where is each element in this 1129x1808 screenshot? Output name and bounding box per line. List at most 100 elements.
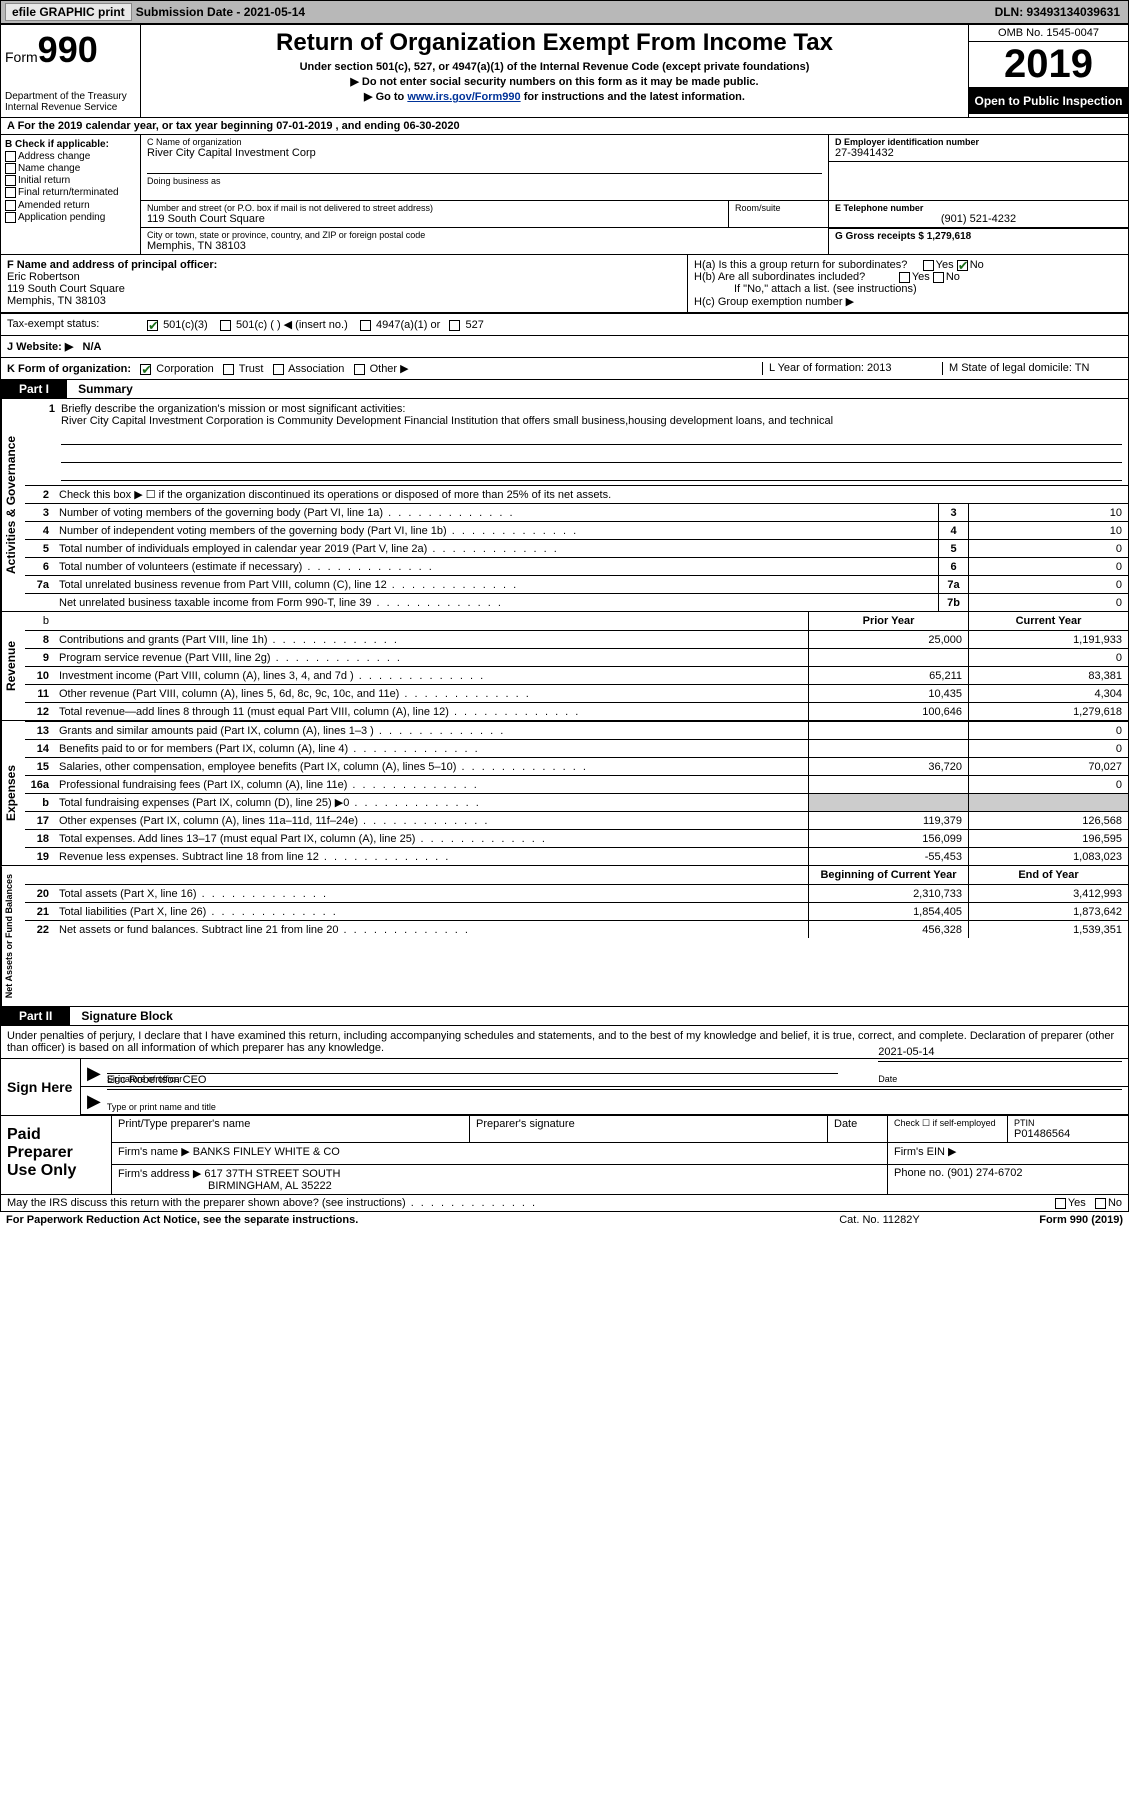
mission-text: River City Capital Investment Corporatio… bbox=[61, 415, 1122, 427]
summary-row: 12Total revenue—add lines 8 through 11 (… bbox=[25, 702, 1128, 720]
chk-trust[interactable] bbox=[223, 364, 234, 375]
part1-title: Summary bbox=[70, 382, 133, 396]
row-k: K Form of organization: Corporation Trus… bbox=[1, 358, 1128, 380]
discuss-text: May the IRS discuss this return with the… bbox=[7, 1197, 1055, 1209]
summary-row: 17Other expenses (Part IX, column (A), l… bbox=[25, 811, 1128, 829]
form-number: 990 bbox=[38, 29, 98, 70]
note-link: ▶ Go to www.irs.gov/Form990 for instruct… bbox=[149, 90, 960, 103]
prep-name-label: Print/Type preparer's name bbox=[112, 1116, 470, 1142]
mission-block: 1 Briefly describe the organization's mi… bbox=[25, 399, 1128, 485]
chk-amended[interactable]: Amended return bbox=[5, 200, 136, 211]
summary-row: 11Other revenue (Part VIII, column (A), … bbox=[25, 684, 1128, 702]
header-right: OMB No. 1545-0047 2019 Open to Public In… bbox=[968, 25, 1128, 117]
prior-year-hdr: Prior Year bbox=[808, 612, 968, 630]
summary-row: 8Contributions and grants (Part VIII, li… bbox=[25, 630, 1128, 648]
net-header: Beginning of Current Year End of Year bbox=[25, 866, 1128, 884]
form-org: K Form of organization: Corporation Trus… bbox=[7, 362, 762, 375]
summary-row: 13Grants and similar amounts paid (Part … bbox=[25, 721, 1128, 739]
form-subtitle: Under section 501(c), 527, or 4947(a)(1)… bbox=[149, 61, 960, 73]
tax-exempt-row: Tax-exempt status: 501(c)(3) 501(c) ( ) … bbox=[1, 313, 1128, 336]
summary-row: Net unrelated business taxable income fr… bbox=[25, 593, 1128, 611]
summary-row: 3Number of voting members of the governi… bbox=[25, 503, 1128, 521]
net-assets-section: Net Assets or Fund Balances Beginning of… bbox=[1, 865, 1128, 1006]
summary-row: bTotal fundraising expenses (Part IX, co… bbox=[25, 793, 1128, 811]
side-activities: Activities & Governance bbox=[1, 399, 25, 611]
hb-line: H(b) Are all subordinates included? Yes … bbox=[694, 271, 1122, 283]
summary-row: 4Number of independent voting members of… bbox=[25, 521, 1128, 539]
form-title: Return of Organization Exempt From Incom… bbox=[149, 29, 960, 57]
summary-row: 14Benefits paid to or for members (Part … bbox=[25, 739, 1128, 757]
officer-addr2: Memphis, TN 38103 bbox=[7, 295, 681, 307]
begin-year-hdr: Beginning of Current Year bbox=[808, 866, 968, 884]
part2-badge: Part II bbox=[1, 1007, 70, 1025]
form-990: Form990 Department of the Treasury Inter… bbox=[0, 24, 1129, 1212]
part2-header: Part II Signature Block bbox=[1, 1006, 1128, 1026]
line1-num: 1 bbox=[31, 403, 61, 481]
end-year-hdr: End of Year bbox=[968, 866, 1128, 884]
sections-b-to-g: B Check if applicable: Address change Na… bbox=[1, 135, 1128, 255]
gross-receipts: G Gross receipts $ 1,279,618 bbox=[829, 229, 1128, 244]
dln-label: DLN: 93493134039631 bbox=[995, 5, 1120, 19]
chk-address-change[interactable]: Address change bbox=[5, 151, 136, 162]
arrow-icon: ▶ bbox=[87, 1063, 101, 1084]
officer-name: Eric Robertson bbox=[7, 271, 681, 283]
city-label: City or town, state or province, country… bbox=[147, 230, 822, 240]
year-formation: L Year of formation: 2013 bbox=[762, 362, 942, 375]
paid-preparer-label: Paid Preparer Use Only bbox=[1, 1116, 111, 1194]
sign-here-label: Sign Here bbox=[1, 1059, 81, 1115]
note2-post: for instructions and the latest informat… bbox=[521, 91, 745, 103]
chk-527[interactable] bbox=[449, 320, 460, 331]
section-h: H(a) Is this a group return for subordin… bbox=[688, 255, 1128, 312]
chk-name-change[interactable]: Name change bbox=[5, 163, 136, 174]
mission-label: Briefly describe the organization's miss… bbox=[61, 403, 1122, 415]
chk-final-return[interactable]: Final return/terminated bbox=[5, 187, 136, 198]
summary-row: 21Total liabilities (Part X, line 26)1,8… bbox=[25, 902, 1128, 920]
note-ssn: ▶ Do not enter social security numbers o… bbox=[149, 75, 960, 88]
chk-4947[interactable] bbox=[360, 320, 371, 331]
chk-other[interactable] bbox=[354, 364, 365, 375]
chk-501c[interactable] bbox=[220, 320, 231, 331]
current-year-hdr: Current Year bbox=[968, 612, 1128, 630]
officer-addr1: 119 South Court Square bbox=[7, 283, 681, 295]
chk-501c3[interactable] bbox=[147, 320, 158, 331]
top-bar: efile GRAPHIC print Submission Date - 20… bbox=[0, 0, 1129, 24]
summary-row: 22Net assets or fund balances. Subtract … bbox=[25, 920, 1128, 938]
officer-label: F Name and address of principal officer: bbox=[7, 259, 681, 271]
arrow-icon: ▶ bbox=[87, 1091, 101, 1112]
irs-link[interactable]: www.irs.gov/Form990 bbox=[407, 91, 520, 103]
summary-row: 15Salaries, other compensation, employee… bbox=[25, 757, 1128, 775]
sign-here-block: Sign Here ▶ Signature of officer 2021-05… bbox=[1, 1058, 1128, 1115]
paid-preparer-block: Paid Preparer Use Only Print/Type prepar… bbox=[1, 1115, 1128, 1194]
summary-row: 10Investment income (Part VIII, column (… bbox=[25, 666, 1128, 684]
row-city: City or town, state or province, country… bbox=[141, 228, 1128, 254]
summary-row: 5Total number of individuals employed in… bbox=[25, 539, 1128, 557]
website-value: N/A bbox=[83, 341, 102, 353]
public-inspection: Open to Public Inspection bbox=[969, 88, 1128, 114]
header-mid: Return of Organization Exempt From Incom… bbox=[141, 25, 968, 117]
tax-year: 2019 bbox=[969, 42, 1128, 88]
city-value: Memphis, TN 38103 bbox=[147, 240, 822, 252]
chk-corporation[interactable] bbox=[140, 364, 151, 375]
firm-addr-row: Firm's address ▶ 617 37TH STREET SOUTH B… bbox=[112, 1165, 1128, 1194]
prep-sig-label: Preparer's signature bbox=[470, 1116, 828, 1142]
prep-date-label: Date bbox=[828, 1116, 888, 1142]
side-net: Net Assets or Fund Balances bbox=[1, 866, 25, 1006]
website-row: J Website: ▶ N/A bbox=[1, 336, 1128, 358]
chk-association[interactable] bbox=[273, 364, 284, 375]
chk-initial-return[interactable]: Initial return bbox=[5, 175, 136, 186]
self-employed: Check ☐ if self-employed bbox=[888, 1116, 1008, 1142]
firm-name: Firm's name ▶ BANKS FINLEY WHITE & CO bbox=[112, 1143, 888, 1164]
dba-label: Doing business as bbox=[147, 173, 822, 186]
revenue-section: Revenue b Prior Year Current Year 8Contr… bbox=[1, 611, 1128, 720]
efile-button[interactable]: efile GRAPHIC print bbox=[5, 3, 132, 21]
chk-application-pending[interactable]: Application pending bbox=[5, 212, 136, 223]
form-page-ref: Form 990 (2019) bbox=[1039, 1214, 1123, 1226]
row-address: Number and street (or P.O. box if mail i… bbox=[141, 201, 1128, 228]
firm-ein: Firm's EIN ▶ bbox=[888, 1143, 1128, 1164]
row-a-tax-year: A For the 2019 calendar year, or tax yea… bbox=[1, 118, 1128, 135]
discuss-row: May the IRS discuss this return with the… bbox=[1, 1194, 1128, 1211]
summary-row: 18Total expenses. Add lines 13–17 (must … bbox=[25, 829, 1128, 847]
part1-badge: Part I bbox=[1, 380, 67, 398]
form-word: Form bbox=[5, 49, 38, 65]
website-label: J Website: ▶ bbox=[7, 341, 73, 353]
